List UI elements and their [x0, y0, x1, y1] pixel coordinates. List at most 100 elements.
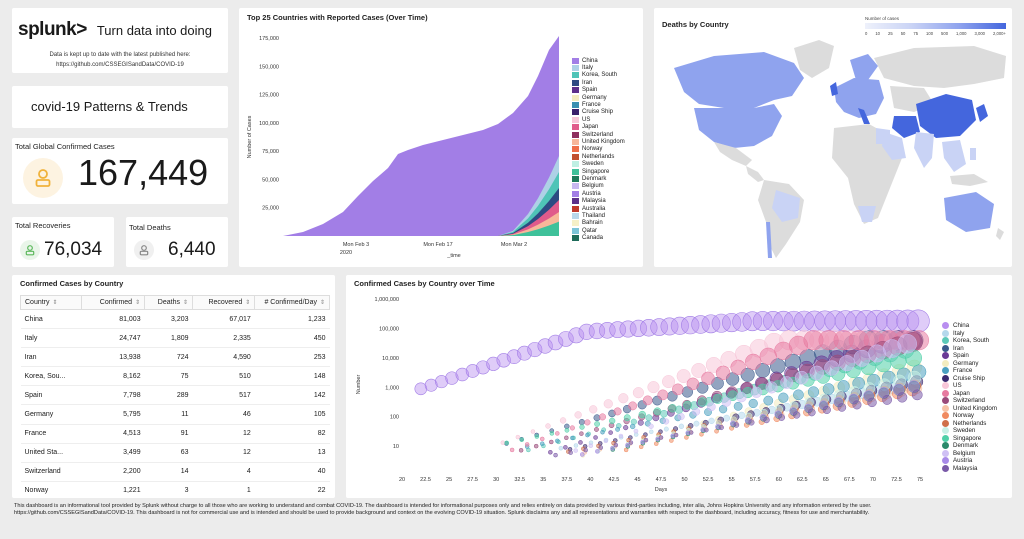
area-legend-item[interactable]: Switzerland	[572, 131, 625, 138]
bubble-china[interactable]	[629, 319, 648, 337]
bubble-france[interactable]	[763, 395, 774, 406]
map-australia[interactable]	[944, 192, 994, 232]
bubble-japan[interactable]	[584, 419, 591, 426]
bubble-france[interactable]	[585, 432, 590, 438]
bubble-belgium[interactable]	[838, 355, 855, 372]
bubble-us[interactable]	[559, 417, 567, 424]
map-greenland[interactable]	[794, 40, 834, 78]
area-chart[interactable]: 175,000 150,000 125,000 100,000 75,000 50,000…	[239, 8, 643, 267]
area-legend-item[interactable]: France	[572, 101, 625, 109]
bubble-malaysia[interactable]	[553, 452, 558, 458]
map-russia[interactable]	[874, 46, 1006, 88]
bubble-us[interactable]	[618, 393, 629, 404]
bubble-japan[interactable]	[569, 425, 575, 431]
bubble-malaysia[interactable]	[598, 445, 604, 450]
sort-icon[interactable]: ⇕	[182, 300, 189, 306]
bubble-japan[interactable]	[745, 353, 762, 371]
bubble-switzerland[interactable]	[518, 448, 524, 453]
bubble-chart[interactable]: 1,000,000 100,000 10,000 1,000 100 10 20 22.5 25…	[346, 275, 1012, 498]
bubble-china[interactable]	[650, 318, 668, 336]
bubble-malaysia[interactable]	[703, 427, 709, 433]
bubble-france[interactable]	[733, 401, 743, 411]
bubble-malaysia[interactable]	[658, 435, 664, 440]
bubble-norway[interactable]	[684, 435, 689, 440]
map-brazil[interactable]	[772, 190, 800, 222]
bubble-norway[interactable]	[654, 441, 659, 446]
map-indonesia[interactable]	[950, 174, 988, 186]
bubble-singapore[interactable]	[683, 400, 692, 410]
bubble-france[interactable]	[778, 392, 789, 403]
bubble-spain[interactable]	[578, 440, 583, 445]
sort-icon[interactable]: ⇕	[52, 300, 58, 306]
bubble-belgium[interactable]	[633, 428, 639, 434]
table-row[interactable]: France 4,513 91 12 82	[20, 424, 330, 444]
bubble-malaysia[interactable]	[867, 397, 877, 408]
bubble-legend-item[interactable]: Korea, South	[942, 337, 997, 345]
area-layer-singapore[interactable]	[283, 221, 559, 236]
area-legend-item[interactable]: Bahrain	[572, 220, 625, 227]
bubble-china[interactable]	[558, 331, 574, 347]
bubble-legend-item[interactable]: Switzerland	[942, 397, 997, 405]
bubble-malaysia[interactable]	[837, 403, 847, 412]
source-link[interactable]: https://github.com/CSSEGISandData/COVID-…	[56, 62, 184, 68]
bubble-legend-item[interactable]: France	[942, 367, 997, 375]
bubble-china[interactable]	[906, 309, 930, 333]
bubble-belgium[interactable]	[750, 386, 763, 398]
bubble-us[interactable]	[603, 399, 613, 409]
bubble-belgium[interactable]	[824, 360, 840, 376]
bubble-italy[interactable]	[738, 411, 746, 420]
area-legend-item[interactable]: Sweden	[572, 160, 625, 168]
bubble-france[interactable]	[570, 435, 575, 441]
bubble-us[interactable]	[691, 363, 707, 378]
table-row[interactable]: Italy 24,747 1,809 2,335 450	[20, 328, 330, 349]
bubble-austria[interactable]	[610, 446, 615, 451]
bubble-malaysia[interactable]	[778, 414, 786, 421]
bubble-singapore[interactable]	[564, 427, 570, 433]
bubble-switzerland[interactable]	[549, 439, 554, 445]
bubble-japan[interactable]	[509, 447, 515, 453]
bubble-belgium[interactable]	[809, 365, 825, 381]
area-legend-item[interactable]: Qatar	[572, 227, 625, 234]
bubble-malaysia[interactable]	[807, 408, 816, 417]
bubble-china[interactable]	[681, 315, 700, 335]
bubble-us[interactable]	[530, 429, 536, 434]
bubble-us[interactable]	[662, 375, 676, 389]
bubble-us[interactable]	[589, 405, 598, 414]
bubble-china[interactable]	[517, 345, 532, 361]
bubble-japan[interactable]	[539, 436, 545, 442]
map-canada[interactable]	[674, 52, 804, 108]
bubble-spain[interactable]	[623, 425, 629, 431]
bubble-japan[interactable]	[701, 371, 715, 386]
table-row[interactable]: Korea, Sou... 8,162 75 510 148	[20, 366, 330, 387]
area-legend-item[interactable]: Japan	[572, 124, 625, 131]
bubble-norway[interactable]	[669, 438, 674, 443]
bubble-legend-item[interactable]: Malaysia	[942, 464, 997, 473]
bubble-malaysia[interactable]	[911, 389, 923, 401]
map-india[interactable]	[914, 132, 934, 168]
bubble-japan[interactable]	[672, 383, 684, 396]
bubble-austria[interactable]	[640, 439, 645, 445]
bubble-france[interactable]	[539, 441, 545, 446]
bubble-italy[interactable]	[693, 420, 700, 427]
bubble-switzerland[interactable]	[594, 427, 599, 432]
area-legend-item[interactable]: US	[572, 116, 625, 123]
bubble-china[interactable]	[670, 316, 689, 335]
bubble-legend-item[interactable]: US	[942, 382, 997, 390]
bubble-iran[interactable]	[578, 418, 585, 426]
bubble-legend-item[interactable]: Norway	[942, 412, 997, 420]
bubble-france[interactable]	[555, 438, 560, 444]
bubble-legend-item[interactable]: Sweden	[942, 427, 997, 435]
area-legend-item[interactable]: Austria	[572, 190, 625, 197]
bubble-china[interactable]	[424, 378, 438, 392]
bubble-china[interactable]	[445, 371, 459, 385]
bubble-singapore[interactable]	[609, 417, 616, 425]
map-chile[interactable]	[766, 222, 772, 258]
bubble-singapore[interactable]	[594, 421, 600, 427]
bubble-china[interactable]	[763, 311, 784, 332]
bubble-belgium[interactable]	[794, 370, 809, 385]
bubble-korea-south[interactable]	[660, 409, 668, 418]
area-legend-item[interactable]: Iran	[572, 79, 625, 86]
bubble-france[interactable]	[615, 426, 621, 432]
bubble-france[interactable]	[629, 423, 636, 430]
bubble-switzerland[interactable]	[579, 431, 584, 436]
